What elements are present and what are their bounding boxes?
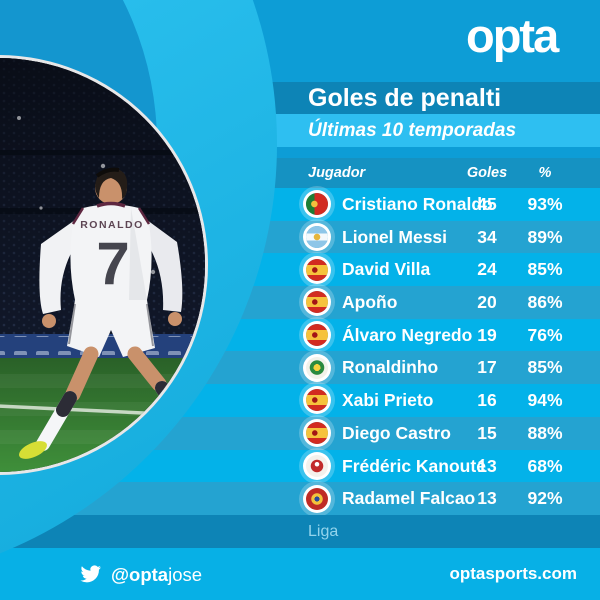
percent-value: 92% bbox=[527, 488, 563, 509]
percent-value: 89% bbox=[527, 226, 563, 247]
percent-value: 88% bbox=[527, 422, 563, 443]
player-name: David Villa bbox=[342, 259, 431, 280]
country-badge-icon bbox=[306, 422, 328, 445]
jersey-name: RONALDO bbox=[80, 219, 144, 231]
country-badge-icon bbox=[306, 487, 328, 510]
player-name: Álvaro Negredo bbox=[342, 324, 473, 345]
player-name: Lionel Messi bbox=[342, 226, 448, 247]
twitter-handle-rest: jose bbox=[168, 564, 203, 585]
page-title: Goles de penalti bbox=[308, 84, 502, 112]
goals-value: 45 bbox=[477, 194, 497, 214]
country-badge-icon bbox=[306, 258, 328, 281]
country-badge-icon bbox=[306, 389, 328, 412]
percent-value: 94% bbox=[527, 390, 563, 411]
country-badge-icon bbox=[306, 226, 328, 249]
player-name: Ronaldinho bbox=[342, 357, 439, 378]
liga-band bbox=[0, 515, 600, 548]
column-header-player: Jugador bbox=[308, 165, 366, 181]
goals-value: 24 bbox=[477, 259, 497, 280]
goals-value: 20 bbox=[477, 292, 497, 313]
goals-value: 16 bbox=[477, 390, 497, 411]
player-name: Xabi Prieto bbox=[342, 390, 434, 411]
gap-band bbox=[0, 147, 600, 158]
twitter-bird-icon bbox=[80, 565, 101, 583]
website-link[interactable]: optasports.com bbox=[449, 564, 577, 583]
goals-value: 34 bbox=[477, 226, 497, 247]
country-badge-icon bbox=[306, 324, 328, 347]
player-name: Cristiano Ronaldo bbox=[342, 194, 493, 214]
goals-value: 15 bbox=[477, 422, 497, 443]
twitter-handle-bold: @opta bbox=[111, 564, 169, 585]
competition-footnote: Liga bbox=[308, 523, 339, 540]
country-badge-icon bbox=[306, 193, 328, 216]
page-subtitle: Últimas 10 temporadas bbox=[308, 120, 517, 141]
percent-value: 76% bbox=[527, 324, 563, 345]
goals-value: 17 bbox=[477, 357, 497, 378]
player-name: Diego Castro bbox=[342, 422, 451, 443]
footer-band bbox=[0, 548, 600, 600]
goals-value: 13 bbox=[477, 455, 497, 476]
player-name: Radamel Falcao bbox=[342, 488, 476, 509]
ronaldo-figure: RONALDO 7 bbox=[19, 167, 198, 459]
player-name: Apoño bbox=[342, 292, 398, 313]
percent-value: 93% bbox=[527, 194, 563, 214]
country-badge-icon bbox=[306, 291, 328, 314]
column-header-percent: % bbox=[538, 165, 552, 181]
twitter-handle[interactable]: @optajose bbox=[111, 564, 202, 586]
percent-value: 86% bbox=[527, 292, 563, 313]
percent-value: 68% bbox=[527, 455, 563, 476]
goals-value: 19 bbox=[477, 324, 497, 345]
percent-value: 85% bbox=[527, 259, 563, 280]
country-badge-icon bbox=[306, 454, 328, 477]
player-name: Frédéric Kanouté bbox=[342, 455, 486, 476]
country-badge-icon bbox=[306, 356, 328, 379]
column-header-goals: Goles bbox=[466, 165, 508, 181]
goals-value: 13 bbox=[477, 488, 497, 509]
jersey-number: 7 bbox=[96, 230, 129, 297]
opta-logo: opta bbox=[466, 9, 559, 62]
percent-value: 85% bbox=[527, 357, 563, 378]
